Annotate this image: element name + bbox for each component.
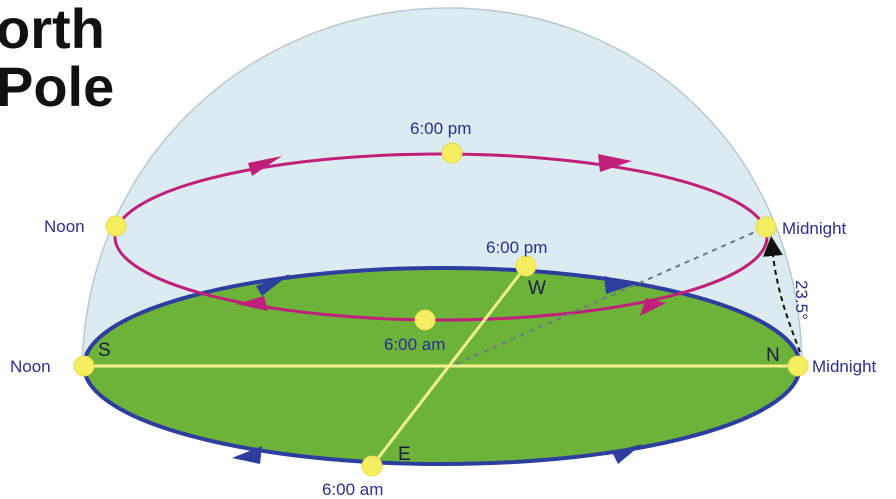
horizon-arrows (232, 274, 642, 464)
sun-path-arrow-top-right (598, 154, 632, 172)
east-west-line (370, 265, 528, 467)
title-line-1: orth (0, 0, 105, 60)
sun-marker-pm-horizon (515, 255, 537, 277)
horizon-arrow-top-left (256, 274, 290, 296)
horizon-arrow-bottom-left (232, 446, 262, 464)
sun-marker-noon-horizon (73, 355, 95, 377)
direction-east: E (398, 444, 411, 465)
sun-markers (73, 142, 809, 477)
label-am-upper: 6:00 am (384, 335, 445, 354)
sun-path-arrow-bottom-right (640, 298, 666, 316)
label-angle: 23.5° (792, 280, 811, 320)
label-pm-horizon: 6:00 pm (486, 238, 547, 257)
label-noon-horizon: Noon (10, 357, 51, 376)
label-am-horizon: 6:00 am (322, 480, 383, 499)
sun-path-arrow-bottom-left (236, 296, 268, 311)
label-midnight-horizon: Midnight (812, 357, 877, 376)
sun-marker-am-upper (414, 309, 436, 331)
horizon-arrow-top-right (604, 276, 636, 294)
angle-arrow (762, 236, 801, 353)
sun-path-arrow-top-left (248, 156, 282, 176)
sun-marker-noon-upper (105, 215, 127, 237)
label-pm-upper: 6:00 pm (410, 119, 471, 138)
sun-marker-pm-upper (441, 142, 463, 164)
sun-marker-am-horizon (361, 455, 383, 477)
sun-marker-midnight-horizon (787, 355, 809, 377)
title-line-2: Pole (0, 55, 115, 118)
horizon-arrow-bottom-right (612, 444, 642, 464)
sun-path-arrows (236, 154, 666, 316)
label-noon-upper: Noon (44, 217, 85, 236)
sky-dome (81, 7, 803, 367)
page-title: orth Pole (0, 0, 114, 116)
sun-marker-midnight-upper (755, 216, 777, 238)
dashed-sight-line (455, 227, 765, 365)
direction-north: N (766, 345, 780, 366)
direction-west: W (528, 278, 546, 299)
direction-south: S (98, 340, 111, 361)
label-midnight-upper: Midnight (782, 219, 847, 238)
